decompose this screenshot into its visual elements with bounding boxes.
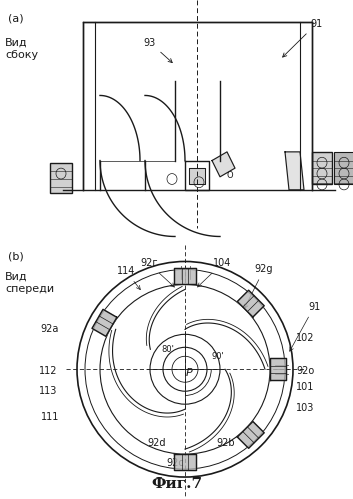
Text: 92g: 92g [244,264,273,308]
Text: Вид
спереди: Вид спереди [5,271,54,294]
Polygon shape [174,268,196,284]
Text: (b): (b) [8,251,24,261]
Polygon shape [285,152,304,190]
Text: 103: 103 [296,403,315,413]
FancyBboxPatch shape [50,163,72,193]
Text: 93: 93 [144,37,172,62]
Text: 80': 80' [161,345,174,354]
Polygon shape [212,152,235,177]
Polygon shape [270,358,286,380]
Text: 111: 111 [41,412,59,422]
Text: 91: 91 [290,302,320,351]
Text: 101: 101 [296,382,315,392]
Text: 90': 90' [212,352,225,361]
Text: 112: 112 [38,366,57,376]
FancyBboxPatch shape [334,152,353,185]
Text: Вид
сбоку: Вид сбоку [5,38,38,60]
Polygon shape [174,454,196,470]
Text: Фиг.7: Фиг.7 [151,477,203,491]
Polygon shape [189,168,205,185]
Polygon shape [237,290,264,317]
Text: 114: 114 [117,266,140,289]
Text: O: O [227,171,233,180]
FancyBboxPatch shape [312,152,332,185]
Text: 102: 102 [296,333,315,343]
Text: 92а: 92а [41,324,59,334]
Text: 92c: 92c [166,458,184,468]
Text: 104: 104 [198,258,231,287]
Polygon shape [92,309,117,336]
Text: 91: 91 [283,19,322,57]
Text: P: P [186,368,192,378]
Polygon shape [237,422,264,448]
Text: 92d: 92d [148,438,166,448]
Text: 92о: 92о [296,366,314,376]
Text: (a): (a) [8,13,24,23]
Text: 92b: 92b [216,438,235,448]
Text: 92г: 92г [140,258,174,287]
Text: 113: 113 [38,386,57,396]
